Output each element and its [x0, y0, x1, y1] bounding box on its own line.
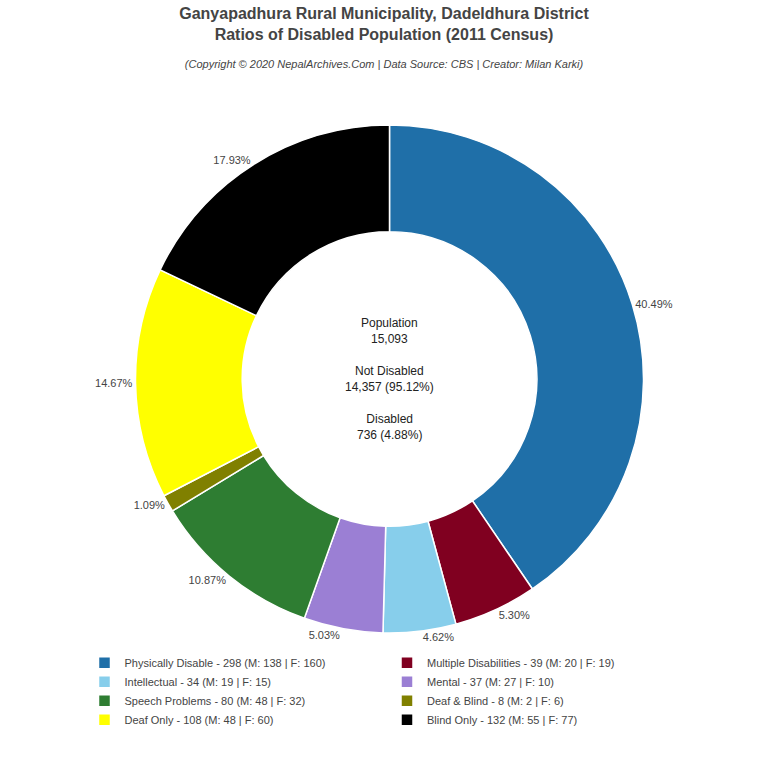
svg-text:40.49%: 40.49%: [635, 298, 673, 310]
svg-text:17.93%: 17.93%: [213, 154, 251, 166]
svg-text:Multiple Disabilities - 39 (M:: Multiple Disabilities - 39 (M: 20 | F: 1…: [427, 657, 614, 669]
svg-text:4.62%: 4.62%: [423, 631, 454, 643]
svg-text:Blind Only - 132 (M: 55 | F: 7: Blind Only - 132 (M: 55 | F: 77): [427, 714, 577, 726]
svg-text:Deaf Only - 108 (M: 48 | F: 60: Deaf Only - 108 (M: 48 | F: 60): [125, 714, 274, 726]
svg-text:5.03%: 5.03%: [309, 629, 340, 641]
svg-text:10.87%: 10.87%: [189, 574, 227, 586]
svg-text:Ganyapadhura Rural Municipalit: Ganyapadhura Rural Municipality, Dadeldh…: [179, 5, 589, 43]
svg-text:Not Disabled14,357 (95.12%): Not Disabled14,357 (95.12%): [345, 364, 434, 394]
svg-text:14.67%: 14.67%: [95, 377, 133, 389]
svg-text:Speech Problems - 80 (M: 48 |: Speech Problems - 80 (M: 48 | F: 32): [125, 695, 306, 707]
svg-text:5.30%: 5.30%: [499, 609, 530, 621]
svg-text:Mental - 37 (M: 27 | F: 10): Mental - 37 (M: 27 | F: 10): [427, 676, 554, 688]
svg-text:Intellectual - 34 (M: 19 | F:: Intellectual - 34 (M: 19 | F: 15): [125, 676, 272, 688]
svg-text:Physically Disable - 298 (M: 1: Physically Disable - 298 (M: 138 | F: 16…: [125, 657, 326, 669]
svg-text:(Copyright © 2020 NepalArchive: (Copyright © 2020 NepalArchives.Com | Da…: [185, 58, 584, 70]
svg-text:Population15,093: Population15,093: [361, 316, 418, 346]
svg-text:1.09%: 1.09%: [134, 499, 165, 511]
svg-text:Deaf & Blind - 8 (M: 2 | F: 6): Deaf & Blind - 8 (M: 2 | F: 6): [427, 695, 564, 707]
svg-text:Disabled736 (4.88%): Disabled736 (4.88%): [357, 412, 422, 442]
